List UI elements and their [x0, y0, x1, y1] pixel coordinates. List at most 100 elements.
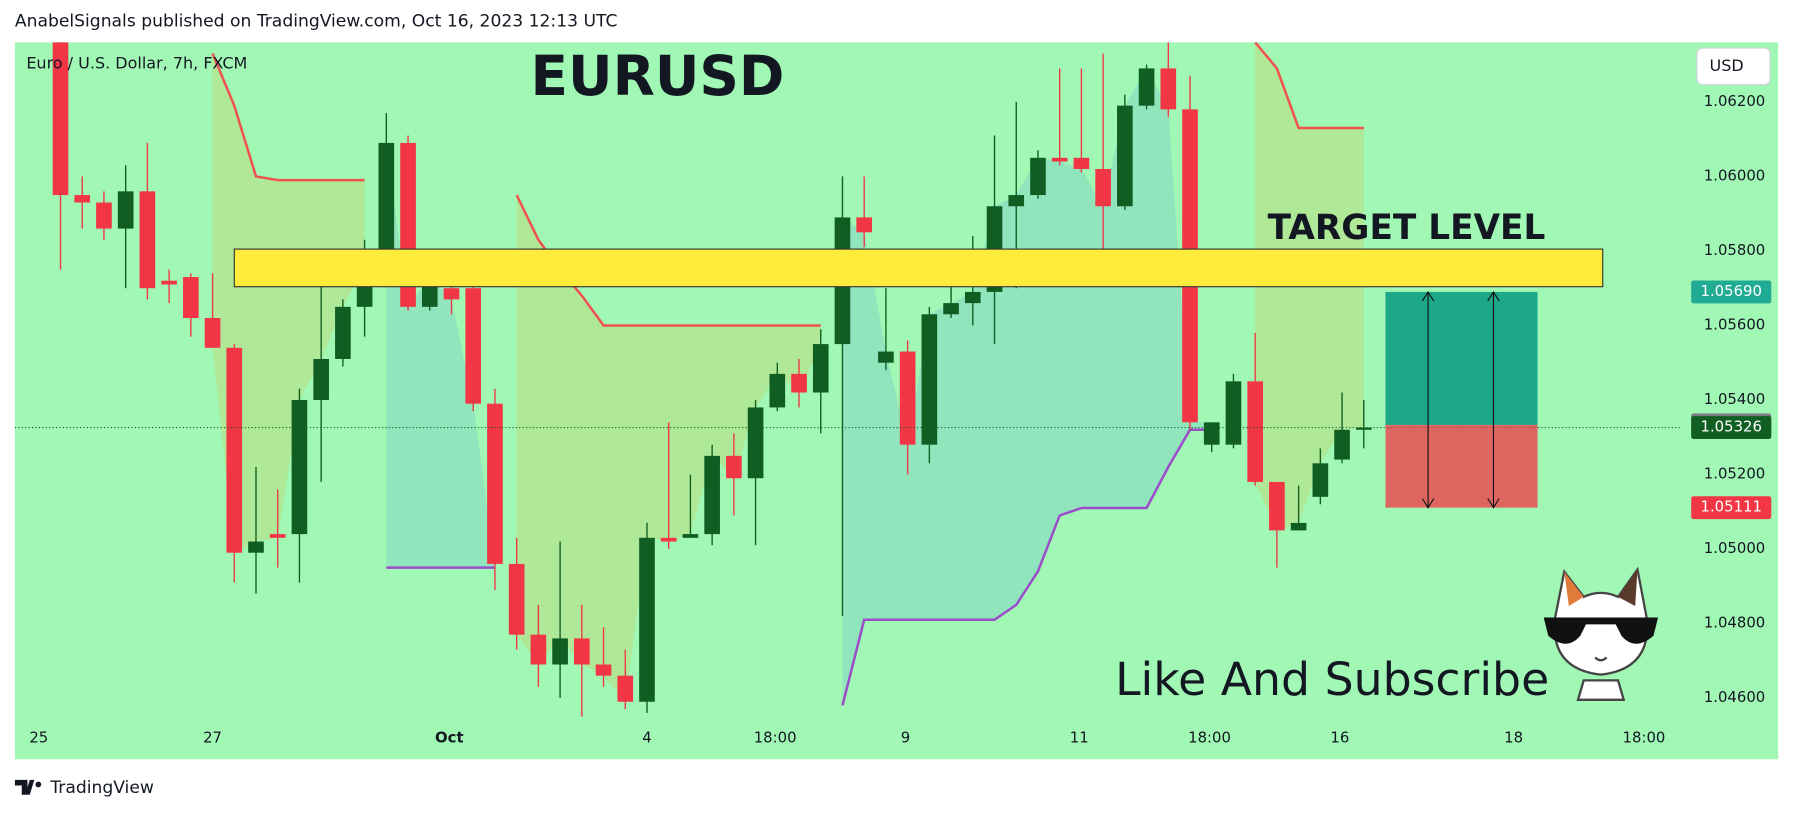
target-zone [233, 248, 1604, 288]
candle-body [943, 303, 959, 315]
candle-body [747, 407, 764, 479]
candle-body [899, 351, 916, 445]
candle-body [183, 277, 199, 319]
candle-body [595, 664, 612, 676]
y-tick-label: 1.05600 [1704, 315, 1765, 333]
trend-fill [386, 142, 495, 568]
y-tick-label: 1.04600 [1704, 688, 1765, 706]
trend-line [1254, 42, 1364, 130]
overlay: 1.04600 1.04800 1.05000 1.05200 1.05400 1.056… [29, 92, 1772, 747]
x-tick-label: 27 [203, 729, 222, 747]
trend-fill [842, 68, 1212, 706]
x-tick-label: Oct [435, 729, 464, 747]
position-arrow [1421, 290, 1435, 509]
annotation: Like And Subscribe [1115, 653, 1549, 706]
price-label: 1.05111 [1700, 498, 1761, 516]
candle-body [313, 358, 329, 400]
candle-body [52, 42, 69, 196]
y-tick-label: 1.05200 [1704, 464, 1765, 482]
trend-line [841, 428, 1212, 706]
candle-body [161, 280, 177, 285]
candle-body [248, 541, 264, 553]
y-tick-label: 1.05000 [1704, 539, 1765, 557]
price-label: 1.05690 [1700, 282, 1761, 300]
header: AnabelSignals published on TradingView.c… [15, 12, 618, 32]
candle-body [1290, 522, 1307, 531]
position-target [1385, 291, 1538, 425]
candle-body [204, 318, 221, 348]
candle-body [964, 291, 981, 304]
candle-body [291, 399, 308, 535]
cat-sticker [1543, 566, 1659, 701]
y-tick-label: 1.04800 [1704, 614, 1765, 632]
candle-body [1269, 481, 1285, 531]
chart-title: EURUSD [531, 44, 785, 108]
candle-body [639, 537, 655, 702]
x-tick-label: 11 [1070, 729, 1089, 747]
candle-body [856, 217, 873, 233]
price-label: 1.05326 [1700, 418, 1761, 436]
x-tick-label: 25 [29, 729, 48, 747]
brand-logo [14, 779, 42, 795]
y-tick-label: 1.06000 [1704, 166, 1765, 184]
candle-body [1203, 422, 1220, 445]
candle-body [1095, 168, 1111, 207]
position-stop [1385, 424, 1538, 508]
candle-body [443, 288, 460, 300]
candle-body [1138, 68, 1155, 106]
currency-label[interactable]: USD [1710, 56, 1744, 75]
candle-body [465, 288, 482, 404]
candle-body [269, 534, 286, 538]
candle-body [1073, 157, 1090, 169]
candle-body [1030, 157, 1046, 196]
candle-body [769, 373, 786, 408]
candle-body [508, 563, 525, 635]
candle-body [74, 195, 91, 203]
candle-body [139, 191, 156, 289]
zone-label: TARGET LEVEL [1268, 208, 1546, 248]
candle-body [226, 347, 243, 553]
y-tick-label: 1.06200 [1704, 92, 1765, 110]
candle-body [878, 351, 894, 363]
candle-body [812, 344, 829, 393]
candle-body [117, 191, 134, 229]
candle-body [1225, 381, 1242, 445]
price-label-box [1691, 496, 1772, 520]
candle-body [1160, 68, 1177, 110]
price-label-box [1691, 416, 1772, 439]
candle-body [704, 455, 720, 535]
candle-body [1051, 157, 1068, 162]
candle-body [791, 373, 807, 393]
trend-line [211, 53, 365, 182]
candle-body [617, 675, 634, 702]
x-tick-label: 18:00 [754, 729, 797, 747]
candle-body [1312, 463, 1329, 497]
candle-body [660, 537, 677, 542]
candle-body [96, 202, 112, 229]
candle-body [1355, 427, 1372, 430]
candle-body [1117, 105, 1133, 207]
y-tick-label: 1.05400 [1704, 390, 1765, 408]
y-tick-label: 1.05800 [1704, 241, 1765, 259]
candle-body [335, 306, 351, 359]
candle-body [487, 403, 503, 564]
position-arrow [1487, 290, 1500, 509]
x-tick-label: 4 [642, 729, 651, 747]
candle-body [530, 634, 547, 665]
brand-name: TradingView [49, 778, 154, 798]
candle-body [573, 638, 590, 665]
x-tick-label: 18:00 [1188, 729, 1231, 747]
candle-body [1008, 195, 1025, 207]
x-tick-label: 16 [1330, 729, 1349, 747]
candle-body [682, 534, 699, 538]
x-tick-label: 18 [1504, 729, 1523, 747]
currency-button[interactable] [1696, 47, 1771, 86]
x-tick-label: 9 [901, 729, 910, 747]
candle-body [1334, 429, 1350, 460]
candle-body [552, 638, 568, 665]
price-label-box [1691, 280, 1772, 304]
candle-body [921, 314, 938, 445]
candle-body [726, 455, 742, 479]
candle-body [1247, 381, 1263, 482]
